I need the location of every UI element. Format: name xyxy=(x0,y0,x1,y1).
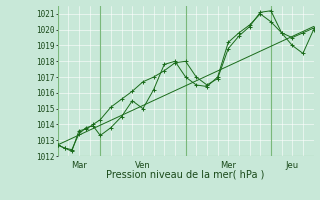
Text: Ven: Ven xyxy=(135,161,151,170)
X-axis label: Pression niveau de la mer( hPa ): Pression niveau de la mer( hPa ) xyxy=(107,170,265,180)
Text: Mar: Mar xyxy=(71,161,87,170)
Text: Mer: Mer xyxy=(220,161,236,170)
Text: Jeu: Jeu xyxy=(286,161,299,170)
